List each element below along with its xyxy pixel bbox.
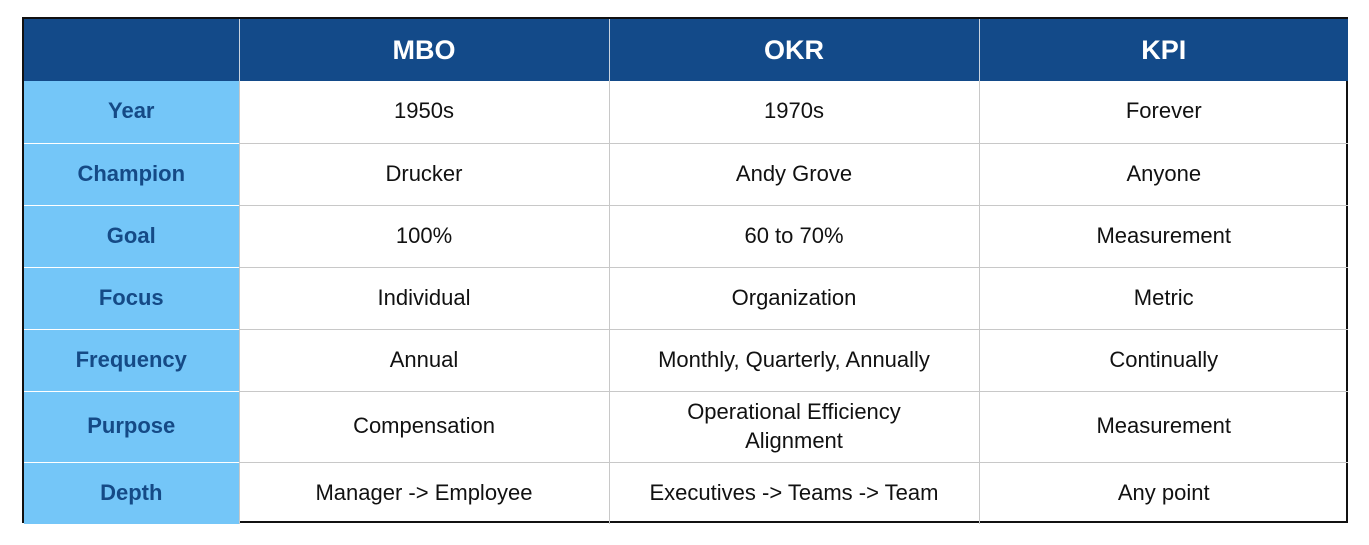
cell-mbo: 1950s: [238, 81, 609, 143]
table-row: Champion Drucker Andy Grove Anyone: [24, 142, 1348, 205]
cell-kpi: Metric: [978, 266, 1348, 329]
cell-okr-line-1: Operational Efficiency: [687, 398, 901, 424]
cell-okr-line-2: Alignment: [745, 427, 843, 453]
cell-okr: Monthly, Quarterly, Annually: [608, 328, 979, 391]
table-row: Focus Individual Organization Metric: [24, 266, 1348, 329]
table-row: Purpose Compensation Operational Efficie…: [24, 390, 1348, 462]
cell-mbo: 100%: [238, 204, 609, 267]
cell-kpi: Anyone: [978, 142, 1348, 205]
cell-mbo: Compensation: [238, 390, 609, 462]
cell-kpi: Forever: [978, 81, 1348, 143]
cell-okr: Operational Efficiency Alignment: [608, 390, 979, 462]
table-row: Depth Manager -> Employee Executives -> …: [24, 461, 1348, 524]
table-row: Year 1950s 1970s Forever: [24, 81, 1348, 143]
cell-okr: 60 to 70%: [608, 204, 979, 267]
row-label-champion: Champion: [24, 142, 239, 205]
cell-mbo: Manager -> Employee: [238, 461, 609, 524]
cell-kpi: Continually: [978, 328, 1348, 391]
cell-mbo: Individual: [238, 266, 609, 329]
cell-okr: 1970s: [608, 81, 979, 143]
cell-mbo: Annual: [238, 328, 609, 391]
header-mbo: MBO: [238, 19, 609, 81]
table-row: Goal 100% 60 to 70% Measurement: [24, 204, 1348, 267]
header-kpi: KPI: [978, 19, 1348, 81]
cell-okr: Executives -> Teams -> Team: [608, 461, 979, 524]
row-label-year: Year: [24, 81, 239, 143]
cell-okr: Organization: [608, 266, 979, 329]
cell-kpi: Measurement: [978, 390, 1348, 462]
row-label-purpose: Purpose: [24, 390, 239, 462]
row-label-goal: Goal: [24, 204, 239, 267]
row-label-frequency: Frequency: [24, 328, 239, 391]
comparison-table-container: MBO OKR KPI Year 1950s 1970s Forever Cha…: [22, 17, 1348, 524]
header-row: MBO OKR KPI: [24, 19, 1348, 81]
cell-mbo: Drucker: [238, 142, 609, 205]
table-row: Frequency Annual Monthly, Quarterly, Ann…: [24, 328, 1348, 391]
row-label-depth: Depth: [24, 461, 239, 524]
row-label-focus: Focus: [24, 266, 239, 329]
cell-kpi: Any point: [978, 461, 1348, 524]
header-corner: [24, 19, 239, 81]
comparison-table: MBO OKR KPI Year 1950s 1970s Forever Cha…: [24, 19, 1348, 524]
cell-okr: Andy Grove: [608, 142, 979, 205]
cell-kpi: Measurement: [978, 204, 1348, 267]
header-okr: OKR: [608, 19, 979, 81]
